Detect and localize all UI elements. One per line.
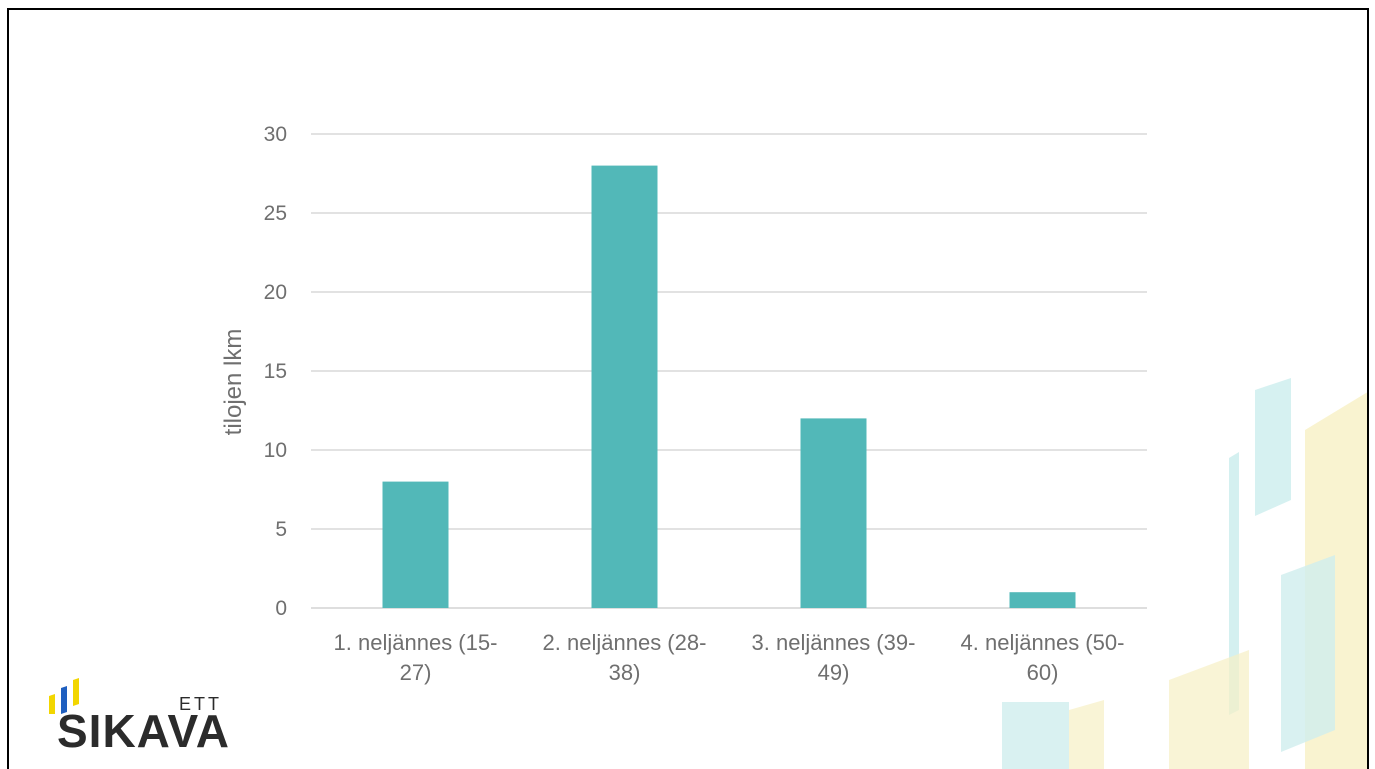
x-category-label-line: 49) (818, 660, 850, 685)
deco-teal-low (1002, 702, 1069, 769)
x-category-label-4: 4. neljännes (50- 60) (961, 630, 1125, 685)
grid-lines (311, 133, 1147, 609)
x-category-label-2: 2. neljännes (28- 38) (543, 630, 707, 685)
x-category-label-line: 38) (609, 660, 641, 685)
deco-teal-upper (1255, 378, 1291, 516)
sikava-logo: ETT SIKAVA (49, 674, 249, 769)
bars (382, 165, 1076, 608)
y-tick-label-30: 30 (264, 123, 287, 146)
deco-teal-thin (1229, 452, 1239, 715)
logo-small-text: ETT (179, 694, 222, 714)
decorative-shapes (1002, 378, 1367, 769)
y-axis-title: tilojen lkm (220, 329, 247, 436)
logo-stripe-3 (73, 678, 79, 706)
y-tick-labels: 0 5 10 15 20 25 30 (264, 123, 287, 620)
y-tick-label-15: 15 (264, 360, 287, 383)
x-category-label-line: 27) (400, 660, 432, 685)
deco-yellow-low (1169, 650, 1249, 769)
bar-chart: 0 5 10 15 20 25 30 1. neljännes (15- 27) 2. nelj… (220, 123, 1147, 685)
x-category-label-line: 1. neljännes (15- (334, 630, 498, 655)
bar-2 (591, 165, 658, 608)
logo-stripe-1 (49, 694, 55, 714)
y-tick-label-0: 0 (275, 597, 287, 620)
x-category-label-line: 60) (1027, 660, 1059, 685)
x-category-labels: 1. neljännes (15- 27) 2. neljännes (28- 38)… (334, 630, 1125, 685)
bar-3 (800, 418, 867, 608)
bar-1 (382, 481, 449, 608)
y-tick-label-5: 5 (275, 518, 287, 541)
x-category-label-line: 4. neljännes (50- (961, 630, 1125, 655)
x-category-label-line: 3. neljännes (39- (752, 630, 916, 655)
slide: 0 5 10 15 20 25 30 1. neljännes (15- 27) 2. nelj… (7, 8, 1369, 769)
x-category-label-3: 3. neljännes (39- 49) (752, 630, 916, 685)
x-category-label-line: 2. neljännes (28- (543, 630, 707, 655)
x-category-label-1: 1. neljännes (15- 27) (334, 630, 498, 685)
y-tick-label-20: 20 (264, 281, 287, 304)
y-tick-label-10: 10 (264, 439, 287, 462)
logo-stripe-2 (61, 686, 67, 714)
logo-stripes-icon (49, 678, 79, 714)
deco-yellow-bottom (1069, 700, 1104, 769)
y-tick-label-25: 25 (264, 202, 287, 225)
deco-teal-mid (1281, 555, 1335, 752)
logo-wordmark: SIKAVA (57, 705, 230, 757)
bar-4 (1009, 592, 1076, 608)
